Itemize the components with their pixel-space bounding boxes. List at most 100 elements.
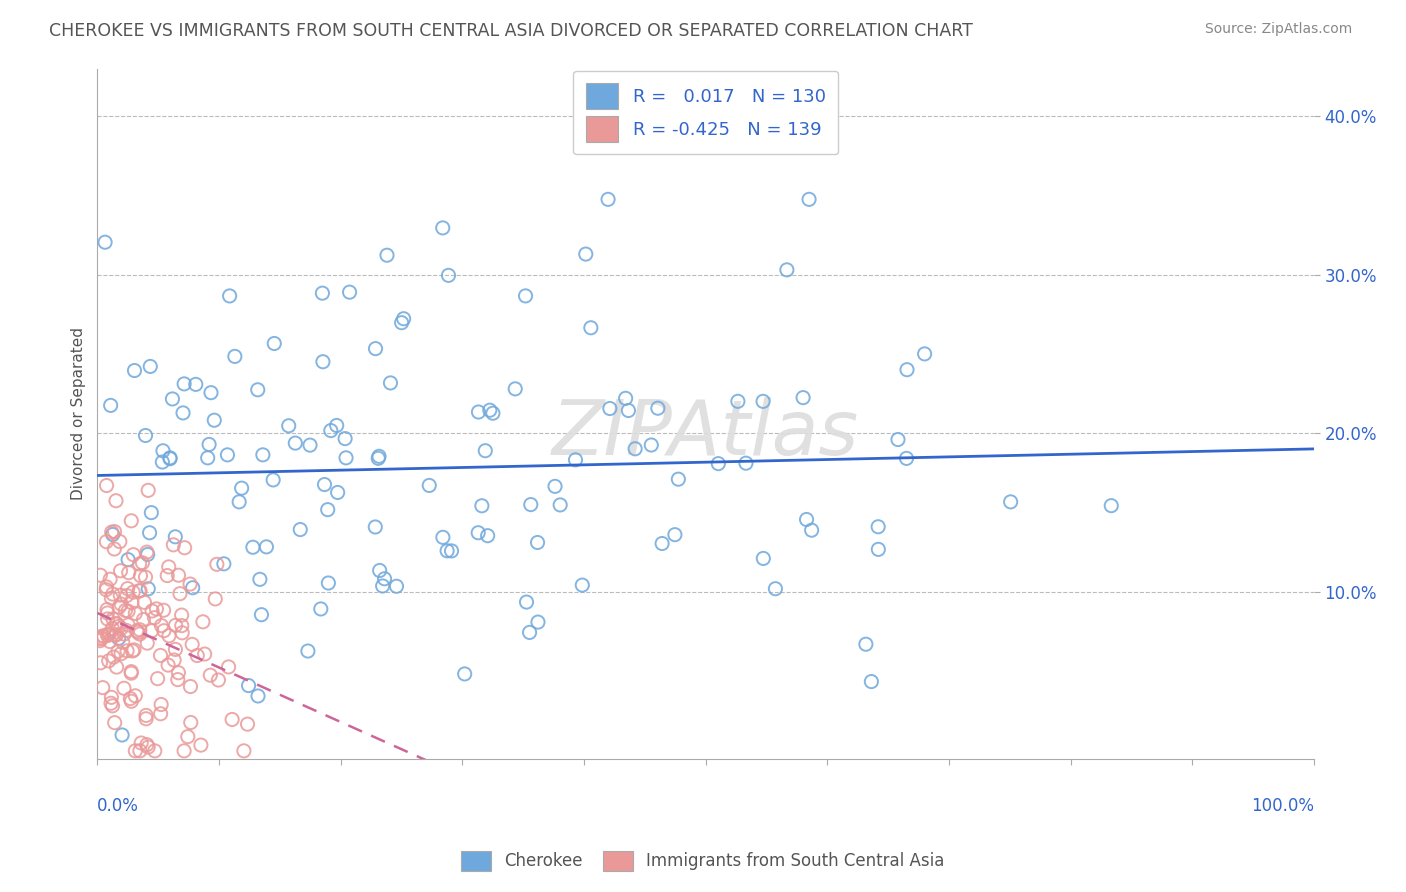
- Point: [136, 483, 159, 498]
- Point: [165, 642, 187, 657]
- Point: [262, 473, 284, 487]
- Point: [200, 668, 222, 682]
- Point: [896, 362, 918, 376]
- Point: [117, 582, 139, 596]
- Point: [170, 618, 193, 632]
- Point: [132, 613, 155, 627]
- Point: [103, 524, 125, 539]
- Point: [316, 502, 339, 516]
- Point: [277, 418, 299, 433]
- Point: [526, 535, 548, 549]
- Point: [325, 418, 347, 433]
- Point: [165, 618, 187, 632]
- Point: [250, 607, 273, 622]
- Point: [392, 311, 415, 326]
- Point: [167, 665, 190, 680]
- Point: [100, 696, 122, 710]
- Point: [515, 595, 537, 609]
- Point: [105, 617, 128, 632]
- Point: [181, 581, 204, 595]
- Point: [236, 717, 259, 731]
- Point: [254, 540, 277, 554]
- Point: [117, 604, 139, 618]
- Point: [297, 644, 319, 658]
- Point: [90, 631, 112, 645]
- Point: [115, 624, 138, 638]
- Point: [96, 580, 118, 594]
- Point: [290, 523, 312, 537]
- Point: [218, 289, 240, 303]
- Point: [218, 660, 240, 674]
- Point: [467, 525, 489, 540]
- Point: [136, 636, 159, 650]
- Point: [110, 564, 132, 578]
- Point: [436, 543, 458, 558]
- Point: [96, 582, 118, 597]
- Point: [122, 548, 145, 562]
- Point: [120, 691, 142, 706]
- Point: [124, 607, 146, 621]
- Text: ZIPAtlas: ZIPAtlas: [553, 397, 859, 471]
- Point: [129, 583, 152, 598]
- Point: [124, 744, 146, 758]
- Point: [152, 603, 174, 617]
- Point: [318, 576, 340, 591]
- Point: [105, 493, 128, 508]
- Point: [110, 622, 132, 636]
- Point: [238, 679, 260, 693]
- Point: [252, 448, 274, 462]
- Point: [564, 453, 586, 467]
- Point: [134, 595, 156, 609]
- Point: [367, 451, 389, 466]
- Point: [179, 577, 201, 591]
- Legend: Cherokee, Immigrants from South Central Asia: Cherokee, Immigrants from South Central …: [453, 842, 953, 880]
- Point: [548, 498, 571, 512]
- Point: [519, 625, 541, 640]
- Point: [179, 680, 201, 694]
- Point: [707, 457, 730, 471]
- Point: [94, 235, 117, 250]
- Point: [112, 681, 135, 696]
- Point: [96, 602, 118, 616]
- Point: [104, 628, 127, 642]
- Point: [242, 541, 264, 555]
- Y-axis label: Divorced or Separated: Divorced or Separated: [72, 327, 86, 500]
- Point: [134, 428, 156, 442]
- Point: [146, 672, 169, 686]
- Point: [249, 572, 271, 586]
- Point: [860, 674, 883, 689]
- Point: [136, 582, 159, 596]
- Point: [115, 589, 138, 603]
- Point: [205, 558, 228, 572]
- Point: [319, 424, 342, 438]
- Point: [134, 570, 156, 584]
- Point: [128, 583, 150, 598]
- Point: [156, 568, 179, 582]
- Point: [110, 588, 132, 602]
- Point: [143, 610, 166, 624]
- Point: [141, 624, 163, 638]
- Point: [204, 591, 226, 606]
- Point: [111, 728, 134, 742]
- Legend: R =   0.017   N = 130, R = -0.425   N = 139: R = 0.017 N = 130, R = -0.425 N = 139: [574, 70, 838, 154]
- Point: [96, 629, 118, 643]
- Point: [181, 637, 204, 651]
- Point: [163, 653, 186, 667]
- Point: [139, 359, 162, 374]
- Point: [118, 566, 141, 580]
- Point: [527, 615, 550, 629]
- Point: [110, 647, 132, 661]
- Point: [91, 681, 114, 695]
- Point: [614, 392, 637, 406]
- Point: [391, 316, 413, 330]
- Point: [170, 608, 193, 623]
- Point: [792, 391, 814, 405]
- Point: [896, 451, 918, 466]
- Point: [1099, 499, 1122, 513]
- Point: [98, 627, 121, 641]
- Point: [98, 634, 121, 648]
- Point: [368, 450, 391, 464]
- Point: [107, 644, 129, 658]
- Point: [198, 437, 221, 451]
- Text: Source: ZipAtlas.com: Source: ZipAtlas.com: [1205, 22, 1353, 37]
